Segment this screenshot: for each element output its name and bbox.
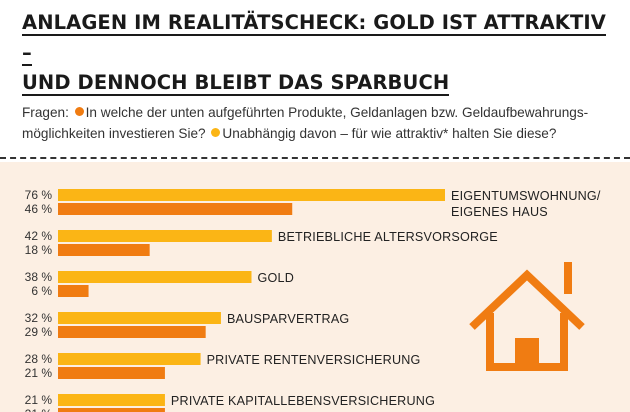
- bar-investieren-0: [58, 203, 293, 215]
- bar-attraktiv-2: [58, 271, 252, 283]
- category-label-0-1: EIGENES HAUS: [451, 205, 548, 219]
- bar-investieren-5: [58, 408, 165, 412]
- category-label-5-0: PRIVATE KAPITALLEBENSVERSICHERUNG: [171, 394, 435, 408]
- bar-attraktiv-4: [58, 353, 201, 365]
- bar-investieren-3: [58, 326, 206, 338]
- bar-investieren-1: [58, 244, 150, 256]
- question-text: Fragen: In welche der unten aufgeführten…: [22, 102, 622, 144]
- question-1-line-2: möglichkeiten investieren Sie?: [22, 126, 206, 141]
- value-label-0-3: 32 %: [25, 311, 53, 325]
- question-prefix: Fragen:: [22, 105, 69, 120]
- category-label-1-0: BETRIEBLICHE ALTERSVORSORGE: [278, 230, 498, 244]
- bar-group: 76 %46 % EIGENTUMSWOHNUNG/EIGENES HAUS 42 …: [25, 188, 601, 412]
- category-label-2-0: GOLD: [258, 271, 295, 285]
- value-label-0-2: 38 %: [25, 270, 53, 284]
- bar-investieren-4: [58, 367, 165, 379]
- category-label-3-0: BAUSPARVERTRAG: [227, 312, 349, 326]
- house-icon: [469, 262, 585, 371]
- value-label-1-4: 21 %: [25, 366, 53, 380]
- title-line-2: UND DENNOCH BLEIBT DAS SPARBUCH: [22, 71, 450, 96]
- category-label-0-0: EIGENTUMSWOHNUNG/: [451, 189, 601, 203]
- attractive-dot-icon: [211, 128, 221, 137]
- invest-dot-icon: [74, 107, 84, 116]
- value-label-0-1: 42 %: [25, 229, 53, 243]
- value-label-1-0: 46 %: [25, 202, 53, 216]
- bar-attraktiv-5: [58, 394, 165, 406]
- section-divider: [0, 157, 630, 159]
- value-label-1-1: 18 %: [25, 243, 53, 257]
- bar-chart: 76 %46 % EIGENTUMSWOHNUNG/EIGENES HAUS 42 …: [25, 188, 601, 412]
- page-title: ANLAGEN IM REALITÄTSCHECK: GOLD IST ATTR…: [22, 8, 622, 98]
- value-label-1-3: 29 %: [25, 325, 53, 339]
- category-label-4-0: PRIVATE RENTENVERSICHERUNG: [207, 353, 421, 367]
- value-label-0-5: 21 %: [25, 393, 53, 407]
- value-label-1-5: 21 %: [25, 407, 53, 412]
- bar-attraktiv-0: [58, 189, 445, 201]
- bar-investieren-2: [58, 285, 89, 297]
- question-1-line-1: In welche der unten aufgeführten Produkt…: [85, 105, 589, 120]
- bar-attraktiv-3: [58, 312, 221, 324]
- value-label-1-2: 6 %: [31, 284, 52, 298]
- bar-attraktiv-1: [58, 230, 272, 242]
- value-label-0-0: 76 %: [25, 188, 53, 202]
- value-label-0-4: 28 %: [25, 352, 53, 366]
- question-2: Unabhängig davon – für wie attraktiv* ha…: [222, 126, 557, 141]
- title-line-1: ANLAGEN IM REALITÄTSCHECK: GOLD IST ATTR…: [22, 11, 606, 66]
